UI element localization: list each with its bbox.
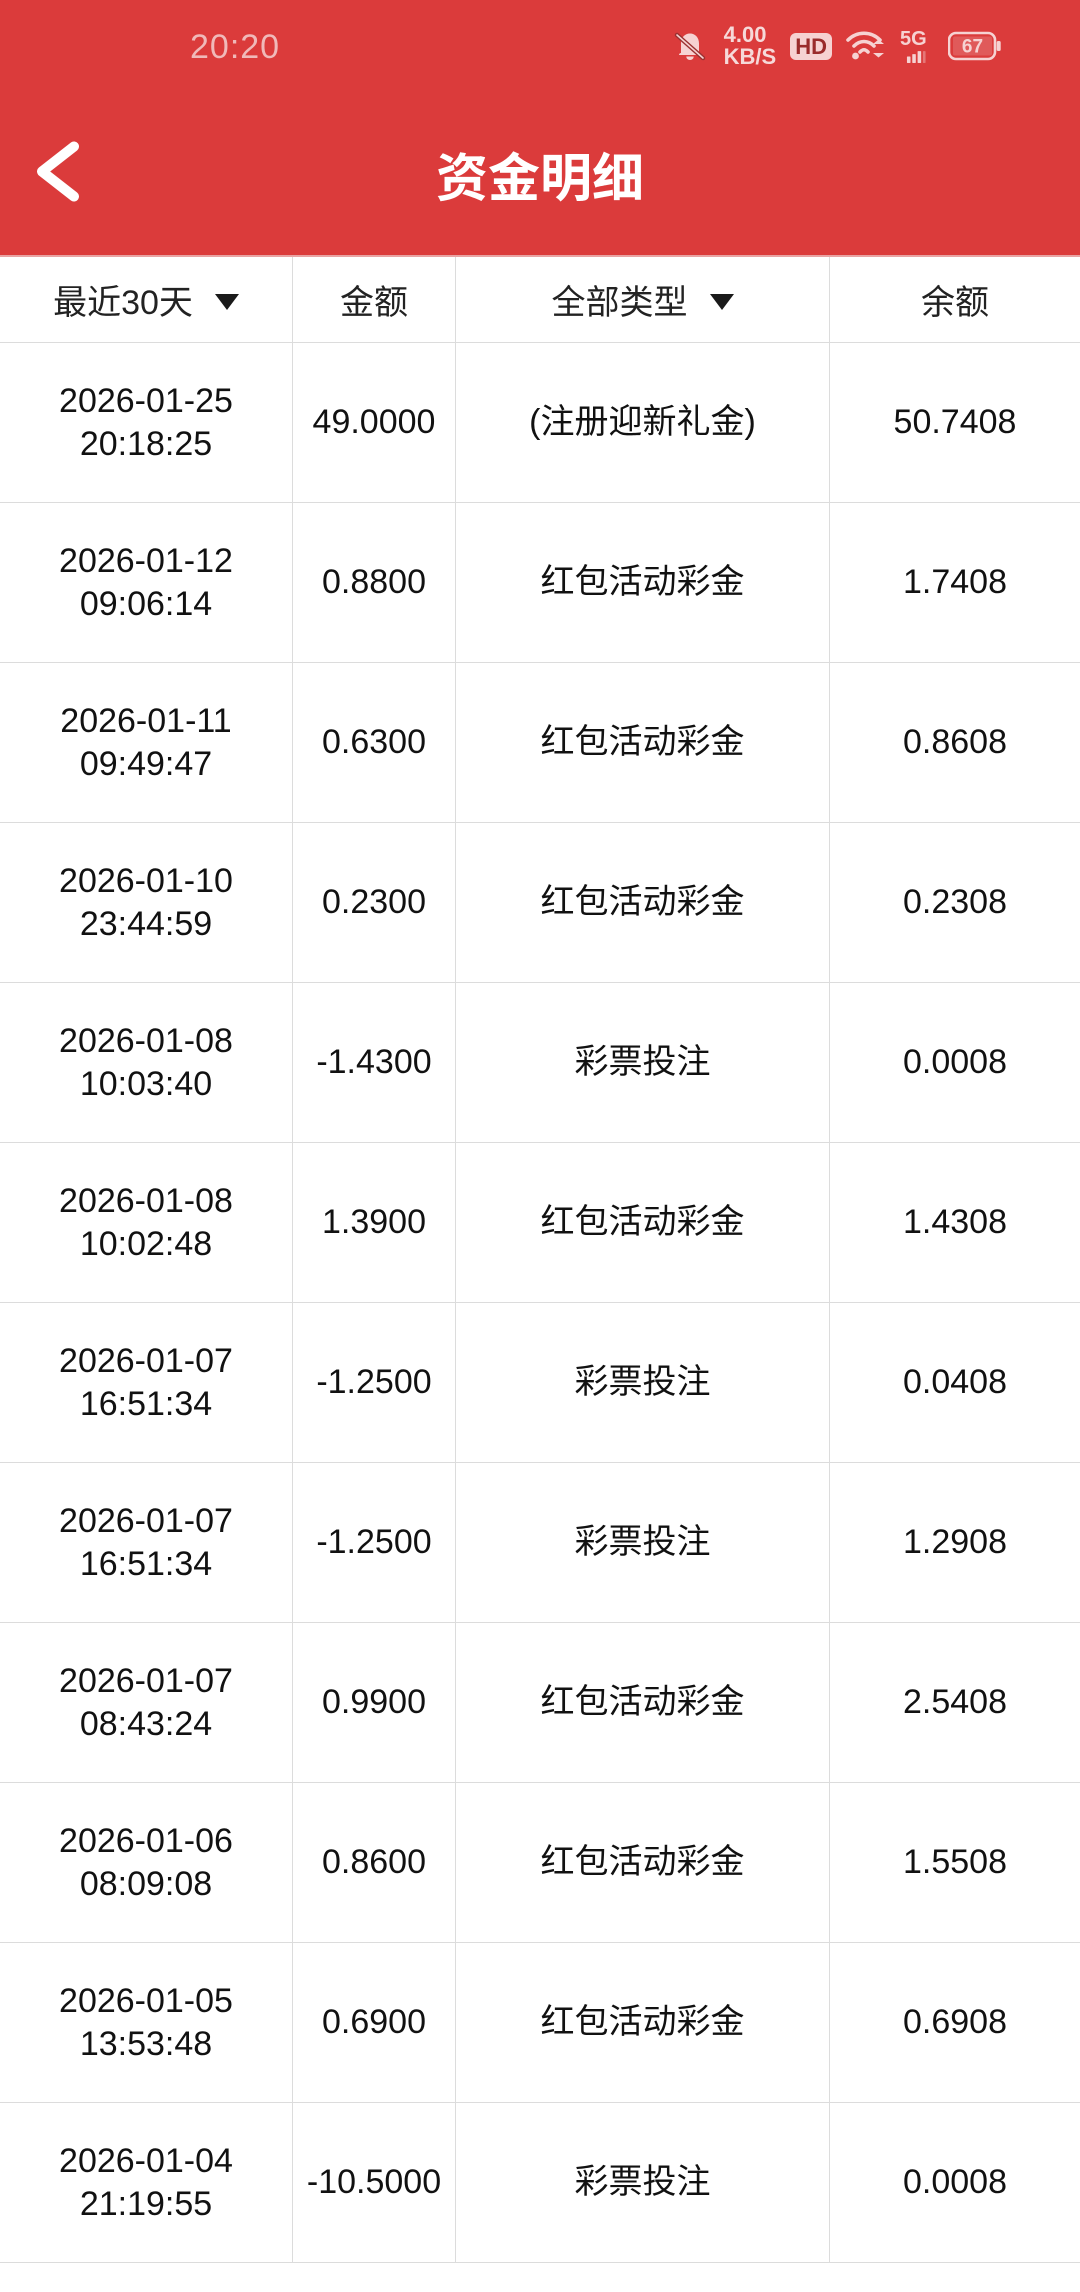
svg-text:67: 67: [962, 37, 983, 58]
